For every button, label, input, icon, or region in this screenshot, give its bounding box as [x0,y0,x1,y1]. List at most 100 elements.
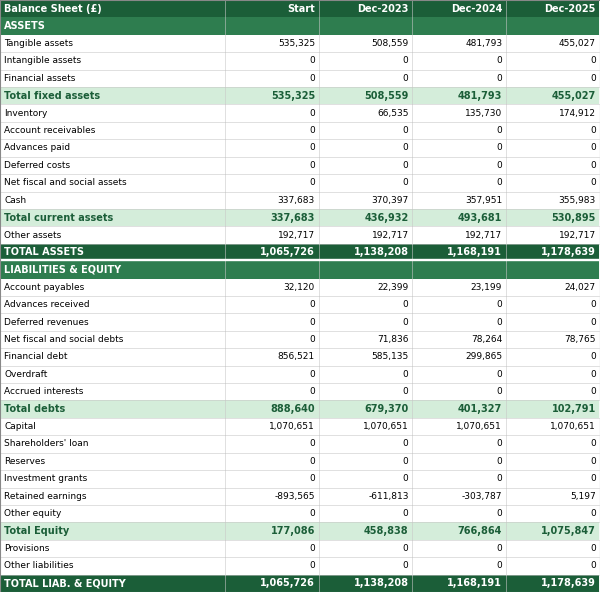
Text: 357,951: 357,951 [465,196,502,205]
Bar [225,52,319,70]
Bar [506,296,599,313]
Text: 0: 0 [496,318,502,327]
Bar [319,17,412,35]
Bar [225,435,319,453]
Text: 0: 0 [496,56,502,66]
Text: Account receivables: Account receivables [4,126,95,135]
Text: 0: 0 [496,474,502,483]
Bar [412,400,506,418]
Text: 0: 0 [496,161,502,170]
Bar [0,279,225,296]
Text: 458,838: 458,838 [364,526,409,536]
Bar [319,470,412,488]
Bar [0,366,225,383]
Text: 0: 0 [403,178,409,187]
Text: 0: 0 [496,126,502,135]
Text: 1,070,651: 1,070,651 [269,422,315,431]
Text: Retained earnings: Retained earnings [4,492,87,501]
Bar [506,313,599,331]
Bar [412,226,506,244]
Text: 0: 0 [309,439,315,449]
Text: Overdraft: Overdraft [4,370,47,379]
Text: TOTAL ASSETS: TOTAL ASSETS [4,247,84,258]
Text: Advances received: Advances received [4,300,90,309]
Text: 78,765: 78,765 [565,335,596,344]
Bar [506,383,599,400]
Bar [412,575,506,592]
Bar [412,209,506,226]
Text: Reserves: Reserves [4,457,46,466]
Text: 0: 0 [309,561,315,570]
Bar [319,52,412,70]
Bar [319,139,412,157]
Bar [319,505,412,522]
Bar [225,87,319,104]
Text: 0: 0 [309,457,315,466]
Bar [0,557,225,575]
Text: Accrued interests: Accrued interests [4,387,83,396]
Text: 0: 0 [496,178,502,187]
Text: 0: 0 [403,74,409,83]
Bar [506,122,599,139]
Text: 401,327: 401,327 [458,404,502,414]
Text: 192,717: 192,717 [278,230,315,240]
Text: Total Equity: Total Equity [4,526,70,536]
Bar [506,174,599,192]
Bar [319,348,412,366]
Bar [506,418,599,435]
Bar [225,104,319,122]
Bar [0,505,225,522]
Text: 0: 0 [590,387,596,396]
Text: 0: 0 [403,457,409,466]
Bar [319,540,412,557]
Text: 0: 0 [403,387,409,396]
Bar [319,0,412,17]
Text: 1,178,639: 1,178,639 [541,578,596,588]
Bar [0,192,225,209]
Bar [506,192,599,209]
Text: 337,683: 337,683 [271,213,315,223]
Bar [506,70,599,87]
Bar [225,209,319,226]
Text: 0: 0 [590,509,596,518]
Text: 0: 0 [496,457,502,466]
Text: Capital: Capital [4,422,36,431]
Bar [506,348,599,366]
Text: Account payables: Account payables [4,283,85,292]
Bar [506,505,599,522]
Text: 192,717: 192,717 [371,230,409,240]
Text: 0: 0 [496,439,502,449]
Bar [0,52,225,70]
Text: 1,070,651: 1,070,651 [363,422,409,431]
Text: 0: 0 [590,161,596,170]
Text: 135,730: 135,730 [465,109,502,118]
Bar [225,35,319,52]
Bar [0,575,225,592]
Bar [0,383,225,400]
Text: 0: 0 [590,439,596,449]
Text: TOTAL LIAB. & EQUITY: TOTAL LIAB. & EQUITY [4,578,126,588]
Text: Total debts: Total debts [4,404,65,414]
Bar [319,87,412,104]
Bar [506,575,599,592]
Text: 337,683: 337,683 [278,196,315,205]
Bar [412,17,506,35]
Bar [319,418,412,435]
Text: 0: 0 [590,318,596,327]
Text: 888,640: 888,640 [271,404,315,414]
Bar [225,70,319,87]
Bar [412,157,506,174]
Text: 192,717: 192,717 [465,230,502,240]
Text: 0: 0 [590,143,596,153]
Bar [412,435,506,453]
Bar [0,418,225,435]
Text: 0: 0 [496,143,502,153]
Text: Total fixed assets: Total fixed assets [4,91,100,101]
Text: 1,065,726: 1,065,726 [260,578,315,588]
Text: 0: 0 [590,544,596,553]
Bar [225,139,319,157]
Text: 1,178,639: 1,178,639 [541,247,596,258]
Bar [0,244,225,261]
Text: 455,027: 455,027 [551,91,596,101]
Bar [319,435,412,453]
